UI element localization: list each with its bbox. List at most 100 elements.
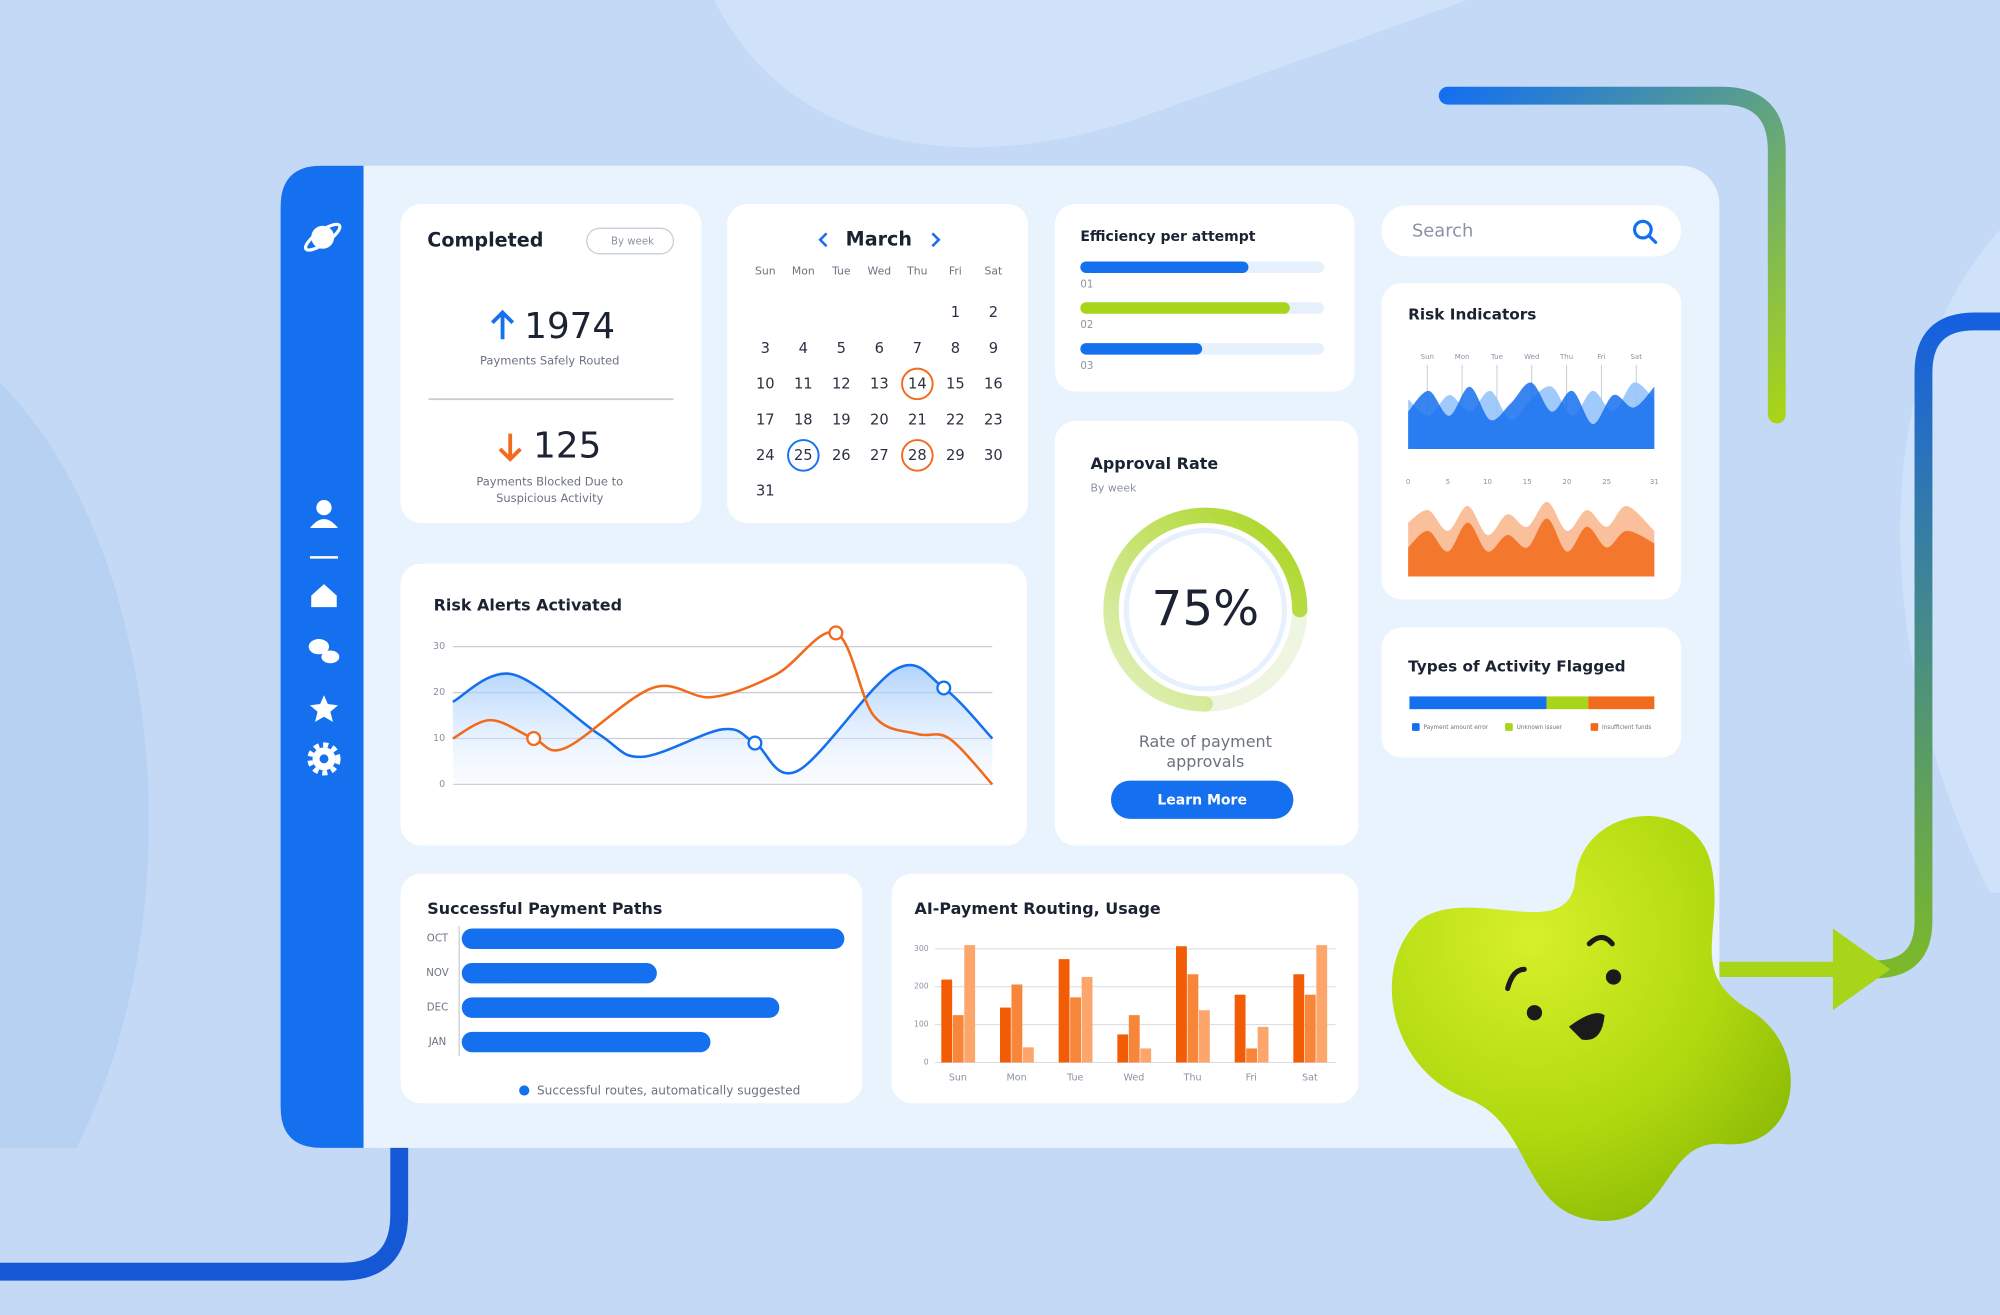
line bbox=[452, 663, 994, 775]
legend-label: Payment amount error bbox=[1423, 725, 1488, 731]
card-title: Approval Rate bbox=[1091, 454, 1219, 473]
day[interactable]: 3 bbox=[761, 340, 770, 357]
search-icon-handle bbox=[1647, 234, 1658, 244]
legend-swatch bbox=[1590, 723, 1599, 731]
button[interactable] bbox=[1110, 780, 1294, 819]
bar bbox=[1080, 302, 1290, 314]
day[interactable]: 5 bbox=[837, 340, 846, 357]
day[interactable]: 8 bbox=[951, 340, 960, 357]
y-tick-label: 20 bbox=[433, 687, 445, 698]
bar bbox=[461, 962, 657, 984]
blocked-label: Payments Blocked Due to bbox=[476, 475, 623, 489]
filter-pill[interactable] bbox=[586, 227, 675, 255]
chat-icon[interactable] bbox=[308, 639, 340, 664]
day[interactable]: 27 bbox=[870, 447, 889, 464]
user-icon[interactable] bbox=[309, 499, 339, 529]
bar-label: 01 bbox=[1080, 279, 1093, 290]
card bbox=[1381, 627, 1682, 758]
x-tick-label: 10 bbox=[1483, 477, 1492, 486]
bar bbox=[941, 979, 953, 1063]
day[interactable]: 26 bbox=[832, 447, 851, 464]
logo-icon[interactable] bbox=[302, 220, 343, 254]
card bbox=[400, 204, 702, 523]
up-arrow bbox=[490, 309, 515, 340]
day[interactable]: 20 bbox=[870, 411, 889, 428]
button-label[interactable]: Learn More bbox=[1157, 792, 1247, 808]
y-tick-label: 100 bbox=[914, 1020, 929, 1029]
search-icon[interactable] bbox=[1632, 219, 1653, 240]
card bbox=[727, 204, 1029, 523]
prev-month[interactable] bbox=[818, 232, 828, 248]
blocked-label: Suspicious Activity bbox=[496, 491, 603, 505]
day[interactable]: 24 bbox=[756, 447, 775, 464]
gauge-inner bbox=[1123, 528, 1287, 692]
bar-label: 02 bbox=[1080, 320, 1093, 331]
y-tick-label: 10 bbox=[433, 733, 445, 744]
bar bbox=[1234, 994, 1246, 1063]
day[interactable]: 16 bbox=[984, 376, 1003, 393]
x-tick-label: Tue bbox=[1066, 1072, 1083, 1083]
background-decor bbox=[0, 0, 2000, 1281]
day[interactable]: 23 bbox=[984, 411, 1003, 428]
day[interactable]: 1 bbox=[951, 304, 960, 321]
routed-label: Payments Safely Routed bbox=[480, 353, 619, 367]
area bbox=[1408, 518, 1655, 577]
legend-label: Unknown issuer bbox=[1517, 725, 1563, 731]
day[interactable]: 17 bbox=[756, 411, 775, 428]
day[interactable]: 6 bbox=[875, 340, 884, 357]
day[interactable]: 30 bbox=[984, 447, 1003, 464]
star-icon[interactable] bbox=[309, 695, 339, 722]
day[interactable]: 19 bbox=[832, 411, 851, 428]
x-tick-label: Sun bbox=[1421, 352, 1434, 361]
day[interactable]: 31 bbox=[756, 483, 775, 500]
bar bbox=[1000, 1007, 1011, 1063]
day[interactable]: 29 bbox=[946, 447, 965, 464]
search-box[interactable] bbox=[1381, 205, 1682, 257]
day[interactable]: 28 bbox=[908, 447, 927, 464]
x-tick-label: 25 bbox=[1602, 477, 1611, 486]
card-title: Completed bbox=[427, 229, 543, 252]
x-tick-label: Tue bbox=[1490, 352, 1503, 361]
day[interactable]: 4 bbox=[799, 340, 808, 357]
x-tick-label: 31 bbox=[1650, 477, 1659, 486]
x-tick-label: Sat bbox=[1630, 352, 1642, 361]
settings-icon[interactable] bbox=[307, 742, 341, 776]
bar bbox=[1246, 1048, 1258, 1063]
x-tick-label: 15 bbox=[1523, 477, 1532, 486]
gauge-arc bbox=[1103, 507, 1308, 712]
next-month[interactable] bbox=[931, 232, 941, 248]
day[interactable]: 2 bbox=[989, 304, 998, 321]
point-marker bbox=[747, 735, 763, 751]
bar bbox=[1070, 997, 1081, 1063]
x-tick-label: Thu bbox=[1559, 352, 1573, 361]
home-icon[interactable] bbox=[311, 584, 337, 608]
blocked-value: 125 bbox=[533, 426, 601, 467]
weekday: Tue bbox=[831, 265, 851, 278]
x-tick-label: Thu bbox=[1183, 1072, 1202, 1083]
day[interactable]: 25 bbox=[794, 447, 813, 464]
day[interactable]: 18 bbox=[794, 411, 813, 428]
gauge-value: 75% bbox=[1152, 581, 1260, 637]
day[interactable]: 21 bbox=[908, 411, 927, 428]
legend-swatch bbox=[519, 1085, 530, 1096]
day[interactable]: 13 bbox=[870, 376, 889, 393]
bar bbox=[1293, 974, 1305, 1063]
day[interactable]: 11 bbox=[794, 376, 813, 393]
bar bbox=[1187, 974, 1199, 1063]
day[interactable]: 12 bbox=[832, 376, 851, 393]
day[interactable]: 15 bbox=[946, 376, 965, 393]
y-tick-label: OCT bbox=[427, 934, 449, 945]
day[interactable]: 22 bbox=[946, 411, 965, 428]
stacked-segment bbox=[1546, 696, 1589, 710]
bar bbox=[1176, 946, 1187, 1063]
day[interactable]: 14 bbox=[908, 376, 927, 393]
bar bbox=[461, 928, 845, 949]
card-title: AI-Payment Routing, Usage bbox=[915, 899, 1161, 918]
card-subtitle: By week bbox=[1091, 482, 1137, 495]
bar bbox=[1140, 1048, 1152, 1063]
day[interactable]: 7 bbox=[913, 340, 922, 357]
day[interactable]: 10 bbox=[756, 376, 775, 393]
day[interactable]: 9 bbox=[989, 340, 998, 357]
